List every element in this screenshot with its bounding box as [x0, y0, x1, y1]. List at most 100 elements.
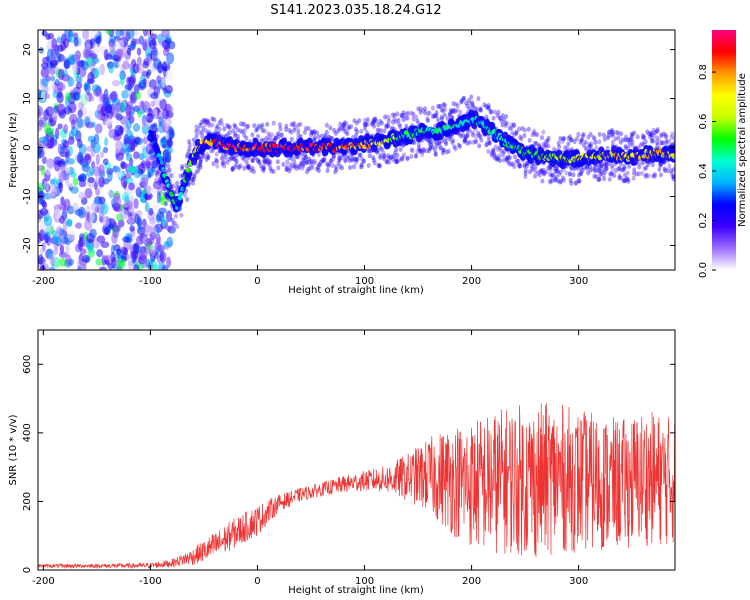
halo-cell	[501, 117, 506, 123]
y-tick-label: 20	[22, 43, 33, 56]
halo-cell	[518, 163, 523, 169]
halo-cell	[149, 155, 154, 161]
halo-cell	[440, 116, 445, 122]
halo-cell	[449, 133, 454, 139]
halo-cell	[417, 147, 422, 153]
halo-cell	[394, 147, 399, 153]
halo-cell	[548, 171, 553, 177]
noise-cell	[112, 166, 121, 173]
halo-cell	[498, 158, 503, 164]
halo-cell	[550, 178, 555, 184]
halo-cell	[542, 170, 547, 176]
halo-cell	[377, 162, 382, 168]
halo-cell	[364, 121, 369, 127]
x-tick-label: -200	[32, 276, 55, 287]
halo-cell	[260, 127, 265, 133]
ridge-core-cell	[179, 191, 184, 197]
halo-cell	[384, 124, 389, 130]
ridge-core-cell	[186, 168, 192, 174]
halo-cell	[534, 140, 539, 146]
halo-cell	[399, 113, 404, 119]
halo-cell	[486, 138, 491, 144]
halo-cell	[200, 133, 205, 139]
halo-cell	[312, 129, 317, 135]
halo-cell	[578, 165, 583, 171]
halo-cell	[669, 167, 674, 173]
noise-cell	[89, 165, 95, 176]
halo-cell	[484, 141, 489, 147]
halo-cell	[628, 136, 633, 142]
noise-cell	[61, 201, 67, 211]
halo-cell	[485, 105, 490, 111]
halo-cell	[609, 170, 614, 176]
halo-cell	[427, 110, 432, 116]
halo-cell	[648, 132, 653, 138]
halo-cell	[330, 162, 335, 168]
halo-cell	[450, 115, 455, 121]
halo-cell	[397, 122, 402, 128]
halo-cell	[300, 165, 305, 171]
halo-cell	[609, 128, 614, 134]
halo-cell	[588, 163, 593, 169]
colorbar-label: Normalized spectral amplitude	[737, 73, 748, 227]
noise-cell	[100, 241, 110, 249]
noise-cell	[84, 116, 91, 127]
noise-cell	[89, 210, 95, 223]
snr-panel: -200 -100 0 100 200 300 0 200 400 600 Height of …	[8, 329, 676, 596]
halo-cell	[471, 104, 476, 110]
halo-cell	[201, 153, 206, 159]
halo-cell	[552, 163, 557, 169]
halo-cell	[309, 158, 314, 164]
noise-cell	[161, 264, 169, 270]
halo-cell	[651, 138, 656, 144]
noise-cell	[128, 206, 135, 214]
halo-cell	[441, 108, 446, 114]
halo-cell	[507, 155, 512, 161]
halo-cell	[419, 137, 424, 143]
noise-cell	[46, 248, 53, 259]
halo-cell	[579, 137, 584, 143]
halo-cell	[578, 170, 583, 176]
noise-cell	[46, 48, 54, 61]
halo-cell	[166, 168, 171, 174]
halo-cell	[656, 137, 661, 143]
noise-cell	[148, 207, 154, 216]
halo-cell	[372, 116, 377, 122]
halo-cell	[640, 160, 645, 166]
halo-cell	[366, 162, 371, 168]
halo-cell	[458, 133, 463, 139]
halo-cell	[619, 131, 624, 137]
halo-cell	[420, 148, 425, 154]
noise-cell	[39, 265, 46, 270]
halo-cell	[396, 117, 401, 123]
halo-cell	[245, 164, 250, 170]
halo-cell	[662, 158, 667, 164]
halo-cell	[554, 174, 559, 180]
halo-cell	[233, 131, 238, 137]
noise-cell	[125, 118, 132, 131]
halo-cell	[592, 173, 597, 179]
halo-cell	[611, 131, 616, 137]
halo-cell	[527, 137, 532, 143]
halo-cell	[186, 149, 191, 155]
halo-cell	[347, 158, 352, 164]
halo-cell	[229, 155, 234, 161]
halo-cell	[428, 145, 433, 151]
noise-cell	[150, 100, 156, 108]
noise-cell	[166, 52, 175, 65]
x-tick-label: -100	[139, 276, 162, 287]
halo-cell	[608, 171, 613, 177]
halo-cell	[170, 217, 175, 223]
halo-cell	[317, 162, 322, 168]
ridge-outer-cell	[559, 160, 567, 170]
halo-cell	[353, 160, 358, 166]
halo-cell	[212, 131, 217, 137]
halo-cell	[601, 172, 606, 178]
halo-cell	[256, 133, 261, 139]
halo-cell	[269, 132, 274, 138]
x-tick-label: 0	[254, 276, 260, 287]
halo-cell	[411, 136, 416, 142]
halo-cell	[569, 146, 574, 152]
halo-cell	[326, 163, 331, 169]
halo-cell	[250, 158, 255, 164]
